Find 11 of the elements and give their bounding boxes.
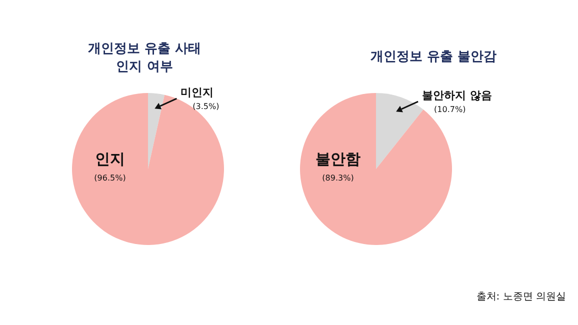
data-label: (3.5%) xyxy=(192,102,220,112)
data-label: (10.7%) xyxy=(434,105,466,114)
slice-label: 불안하지 않음 xyxy=(422,89,492,102)
source-note: 출처: 노종면 의원실 xyxy=(476,292,566,302)
slice-label: 인지 xyxy=(95,150,125,168)
data-label: (96.5%) xyxy=(94,174,126,182)
chart-title: 개인정보 유출 사태 인지 여부 xyxy=(88,42,202,74)
slice-label: 불안함 xyxy=(316,150,360,168)
slice-label: 미인지 xyxy=(180,86,214,100)
chart-title: 개인정보 유출 불안감 xyxy=(370,50,497,64)
data-label: (89.3%) xyxy=(322,174,354,182)
